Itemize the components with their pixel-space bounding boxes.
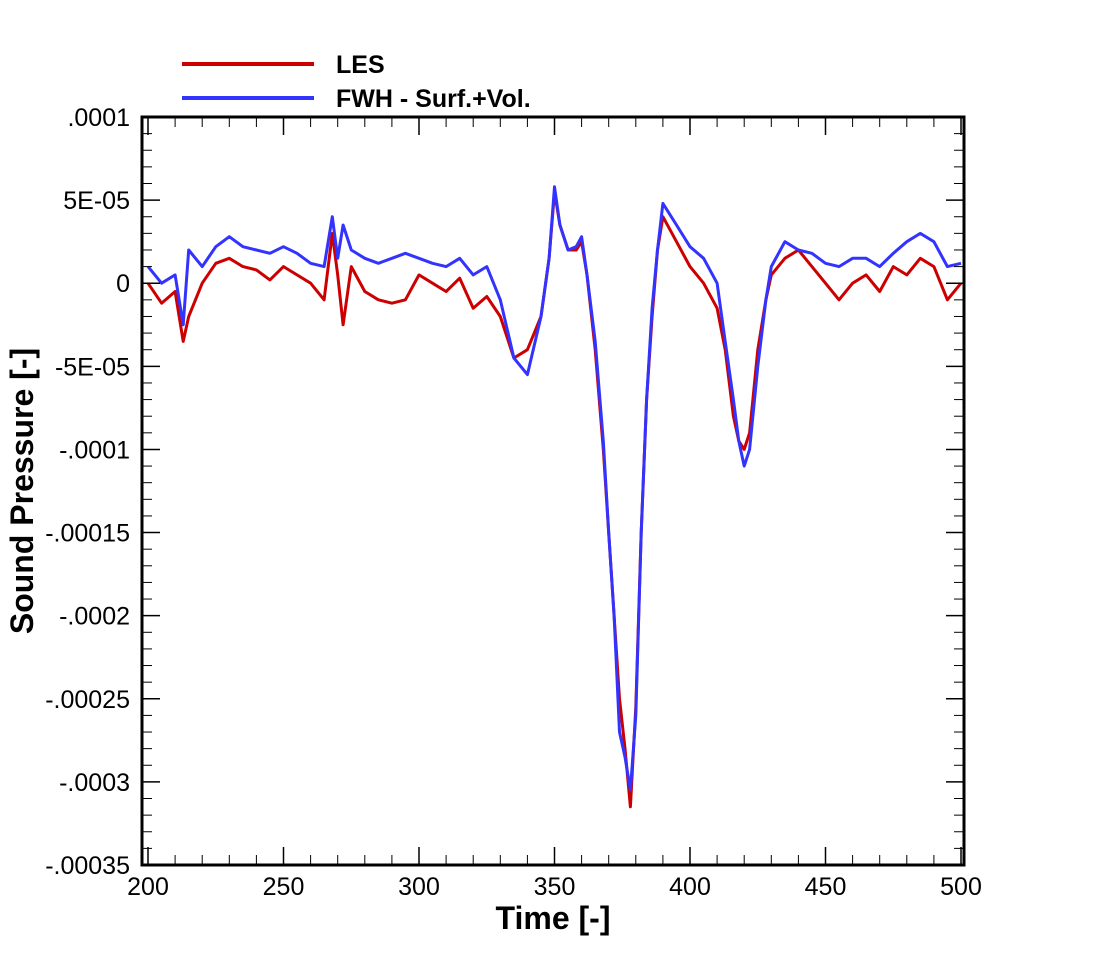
y-axis-title: Sound Pressure [-] xyxy=(4,348,40,634)
x-tick-label: 300 xyxy=(398,873,440,901)
y-tick-label: -.00015 xyxy=(45,520,130,548)
series-line-les xyxy=(146,190,963,809)
y-tick-label: -.0002 xyxy=(59,603,130,631)
y-tick-label: -.0001 xyxy=(59,436,130,464)
ticks-layer: 200 250 300 350 400 450 500 .0001 5E-05 0 -5E-05 -.… xyxy=(45,104,982,901)
x-tick-label: 250 xyxy=(263,873,305,901)
y-tick-label: -5E-05 xyxy=(55,353,130,381)
x-tick-label: 450 xyxy=(805,873,847,901)
y-tick-label: 5E-05 xyxy=(63,187,130,215)
series-line-fwh xyxy=(146,185,962,792)
legend-label-les: LES xyxy=(336,51,385,79)
x-tick-label: 200 xyxy=(127,873,169,901)
series-layer xyxy=(146,185,963,809)
legend-label-fwh: FWH - Surf.+Vol. xyxy=(336,85,531,113)
x-tick-label: 500 xyxy=(940,873,982,901)
y-tick-label: -.00035 xyxy=(45,852,130,880)
x-tick-label: 400 xyxy=(669,873,711,901)
legend: LES FWH - Surf.+Vol. xyxy=(182,51,531,113)
y-tick-label: 0 xyxy=(116,270,130,298)
y-tick-label: .0001 xyxy=(67,104,130,132)
y-tick-label: -.0003 xyxy=(59,769,130,797)
x-tick-label: 350 xyxy=(534,873,576,901)
plot-frame xyxy=(140,115,966,867)
y-tick-label: -.00025 xyxy=(45,686,130,714)
x-axis-title: Time [-] xyxy=(496,900,611,936)
